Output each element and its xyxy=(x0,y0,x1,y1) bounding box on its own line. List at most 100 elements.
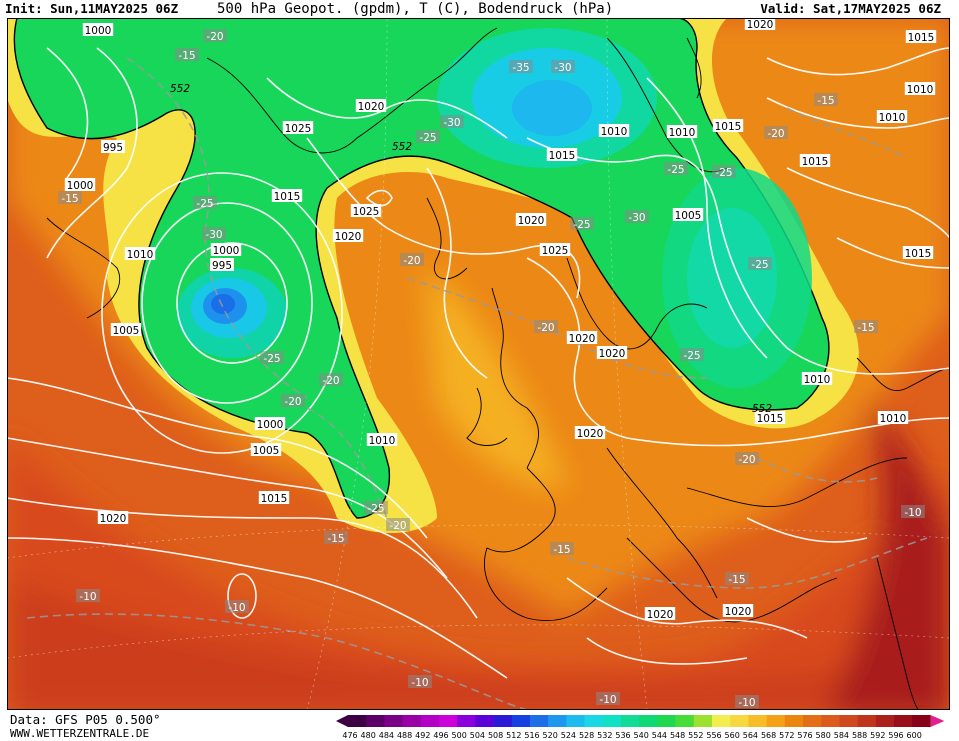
svg-text:1015: 1015 xyxy=(261,493,288,505)
svg-text:-30: -30 xyxy=(205,229,222,241)
isobar-label: 1000 xyxy=(210,243,242,257)
legend-swatch xyxy=(675,715,695,727)
svg-text:-20: -20 xyxy=(537,322,554,334)
svg-text:1015: 1015 xyxy=(715,121,742,133)
temperature-label: -20 xyxy=(386,518,410,532)
temperature-label: -15 xyxy=(725,572,749,586)
isobar-label: 1015 xyxy=(546,148,578,162)
legend-swatch xyxy=(530,715,549,727)
legend-tick-label: 496 xyxy=(433,731,448,739)
temperature-label: -30 xyxy=(551,60,575,74)
svg-text:-25: -25 xyxy=(367,503,384,515)
svg-text:1020: 1020 xyxy=(100,513,127,525)
legend-swatch xyxy=(784,715,804,727)
svg-text:1000: 1000 xyxy=(257,419,284,431)
legend-tick-label: 584 xyxy=(834,731,849,739)
svg-text:1015: 1015 xyxy=(549,150,576,162)
temperature-label: -15 xyxy=(854,320,878,334)
legend-swatch xyxy=(420,715,440,727)
legend-swatch xyxy=(548,715,567,727)
svg-text:-15: -15 xyxy=(857,322,874,334)
legend-swatch xyxy=(566,715,585,727)
graticule xyxy=(7,18,950,710)
isobar-label: 1020 xyxy=(574,426,606,440)
temperature-label: -25 xyxy=(260,351,284,365)
legend-tick-label: 600 xyxy=(907,731,922,739)
legend-swatch xyxy=(584,715,604,727)
svg-text:-20: -20 xyxy=(322,375,339,387)
svg-text:1015: 1015 xyxy=(757,413,784,425)
isobar-label: 1005 xyxy=(250,443,282,457)
legend-tick-label: 592 xyxy=(870,731,885,739)
map-title: 500 hPa Geopot. (gpdm), T (C), Bodendruc… xyxy=(217,1,614,17)
temperature-label: -20 xyxy=(203,29,227,43)
svg-text:1025: 1025 xyxy=(353,206,380,218)
isobar-label: 1020 xyxy=(566,331,598,345)
temperature-label: -10 xyxy=(408,675,432,689)
legend-tick-label: 556 xyxy=(706,731,721,739)
svg-text:1010: 1010 xyxy=(369,435,396,447)
svg-text:-30: -30 xyxy=(628,212,645,224)
temperature-label: -25 xyxy=(570,217,594,231)
legend-swatch xyxy=(766,715,786,727)
temperature-label: -30 xyxy=(202,227,226,241)
legend-swatch xyxy=(730,715,749,727)
isobar-label: 995 xyxy=(101,140,125,154)
legend-tick-label: 508 xyxy=(488,731,503,739)
legend-swatch xyxy=(803,715,822,727)
svg-text:-20: -20 xyxy=(738,454,755,466)
valid-time: Valid: Sat,17MAY2025 06Z xyxy=(760,1,941,16)
legend-tick-label: 492 xyxy=(415,731,430,739)
temperature-label: -10 xyxy=(735,695,759,709)
svg-text:-15: -15 xyxy=(553,544,570,556)
height-label: 552 xyxy=(392,141,412,153)
legend-swatch xyxy=(384,715,403,727)
svg-text:-20: -20 xyxy=(284,396,301,408)
svg-text:-25: -25 xyxy=(196,198,213,210)
data-source: Data: GFS P05 0.500° xyxy=(10,712,161,727)
legend-tick-label: 572 xyxy=(779,731,794,739)
isobar-label: 1005 xyxy=(110,323,142,337)
svg-text:-30: -30 xyxy=(554,62,571,74)
svg-text:1020: 1020 xyxy=(647,609,674,621)
isobar-label: 1020 xyxy=(355,99,387,113)
svg-text:-25: -25 xyxy=(263,353,280,365)
svg-text:-20: -20 xyxy=(206,31,223,43)
legend-tick-label: 564 xyxy=(743,731,758,739)
svg-text:1010: 1010 xyxy=(879,112,906,124)
svg-text:995: 995 xyxy=(103,142,123,154)
svg-text:-25: -25 xyxy=(419,132,436,144)
isobar-label: 1000 xyxy=(254,417,286,431)
svg-text:1010: 1010 xyxy=(669,127,696,139)
isobar-label: 1025 xyxy=(282,121,314,135)
legend-swatch xyxy=(875,715,895,727)
legend-tick-label: 560 xyxy=(725,731,740,739)
temperature-label: -25 xyxy=(748,257,772,271)
svg-text:-30: -30 xyxy=(443,117,460,129)
svg-text:-15: -15 xyxy=(817,95,834,107)
isobar-label: 1005 xyxy=(672,208,704,222)
svg-text:1020: 1020 xyxy=(358,101,385,113)
legend-tick-label: 500 xyxy=(452,731,467,739)
isobar-label: 1015 xyxy=(712,119,744,133)
svg-text:1015: 1015 xyxy=(908,32,935,44)
svg-text:1005: 1005 xyxy=(113,325,140,337)
svg-text:1010: 1010 xyxy=(907,84,934,96)
legend-tick-label: 484 xyxy=(379,731,394,739)
svg-text:-15: -15 xyxy=(728,574,745,586)
svg-text:-10: -10 xyxy=(738,697,755,709)
low-west-core xyxy=(211,294,235,314)
svg-text:1025: 1025 xyxy=(285,123,312,135)
isobar-label: 1020 xyxy=(744,18,776,31)
svg-text:-15: -15 xyxy=(178,50,195,62)
legend-swatch xyxy=(839,715,858,727)
svg-text:1000: 1000 xyxy=(85,25,112,37)
legend-tick-label: 504 xyxy=(470,731,485,739)
isobar-label: 1010 xyxy=(666,125,698,139)
isobar-label: 1025 xyxy=(539,243,571,257)
height-label: 552 xyxy=(170,83,190,95)
temperature-label: -30 xyxy=(625,210,649,224)
svg-text:1020: 1020 xyxy=(725,606,752,618)
svg-text:-15: -15 xyxy=(61,193,78,205)
legend-swatch xyxy=(511,715,531,727)
